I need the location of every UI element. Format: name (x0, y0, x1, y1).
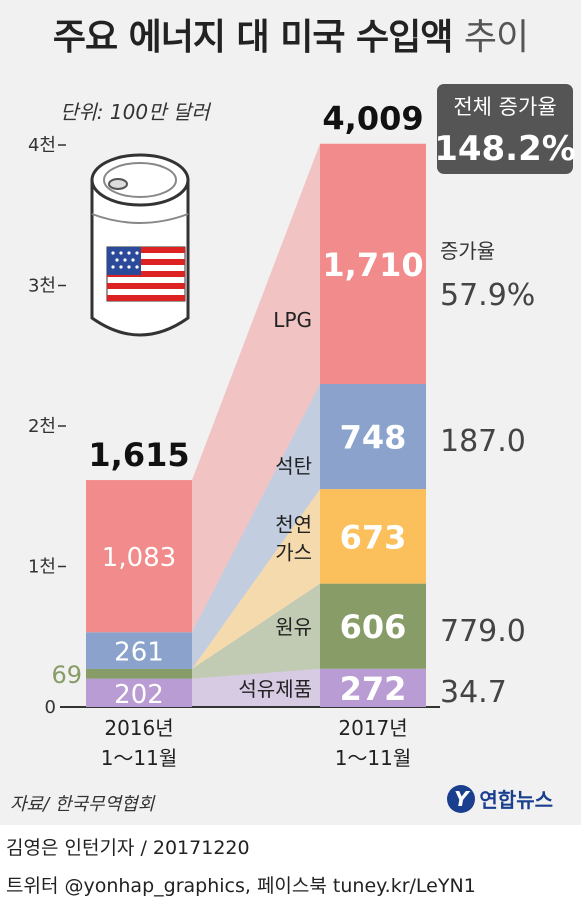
series-name-label: 원유 (275, 615, 312, 639)
growth-rate-label: 779.0 (440, 614, 526, 649)
source-note: 자료/ 한국무역협회 (10, 794, 155, 815)
connector-band (192, 668, 320, 707)
footer: 김영은 인턴기자 / 20171220 트위터 @yonhap_graphics… (0, 825, 581, 905)
footer-social: 트위터 @yonhap_graphics, 페이스북 tuney.kr/LeYN… (6, 875, 476, 897)
bar-value-label: 272 (340, 670, 407, 708)
bar-value-label: 202 (114, 680, 164, 710)
total-growth-label: 전체 증가율 (453, 95, 556, 119)
bar-total-label: 1,615 (88, 436, 189, 474)
connector-band (192, 489, 320, 669)
total-growth-value: 148.2% (434, 129, 576, 169)
category-label: 1～11월 (335, 746, 412, 770)
series-name-label: 천연 (275, 512, 312, 536)
bar-segment (320, 583, 426, 669)
connector-band (192, 583, 320, 679)
footer-reporter: 김영은 인턴기자 / 20171220 (6, 837, 250, 859)
growth-rate-label: 34.7 (440, 675, 507, 710)
bar-segment (86, 668, 192, 679)
bar-value-label: 748 (340, 419, 407, 457)
category-label: 2017년 (338, 716, 407, 740)
bar-value-label: 1,083 (102, 543, 176, 573)
us-flag-icon (106, 246, 186, 302)
category-label: 1～11월 (101, 746, 178, 770)
page-title: 주요 에너지 대 미국 수입액 추이 (0, 8, 581, 60)
yonhap-logo: Y 연합뉴스 (447, 784, 553, 813)
y-tick-label: 1천 (28, 557, 56, 578)
bar-value-label: 606 (340, 608, 407, 646)
growth-rate-label: 187.0 (440, 424, 526, 459)
growth-rate-label: 57.9% (440, 278, 535, 313)
bar-value-label: 69 (51, 661, 82, 689)
bar-value-label: 1,710 (322, 246, 423, 284)
y-tick-label: 4천 (28, 135, 56, 156)
series-name-label: LPG (273, 308, 312, 332)
bar-value-label: 261 (114, 638, 164, 668)
yonhap-logo-icon: Y (447, 784, 476, 813)
oil-barrel-icon (90, 153, 190, 337)
yonhap-logo-text: 연합뉴스 (479, 788, 553, 812)
series-name-label: 석탄 (275, 454, 312, 478)
unit-label: 단위: 100만 달러 (60, 100, 211, 124)
bar-segment (320, 143, 426, 384)
bar-segment (320, 489, 426, 584)
bar-total-label: 4,009 (322, 100, 423, 138)
category-label: 2016년 (104, 716, 173, 740)
bar-segment (320, 668, 426, 707)
bar-value-label: 673 (340, 518, 407, 556)
connector-band (192, 383, 320, 669)
bar-segment (86, 678, 192, 707)
connector-band (192, 143, 320, 633)
bar-segment (86, 480, 192, 633)
bar-segment (320, 383, 426, 490)
series-name-label: 가스 (275, 540, 312, 564)
title-suffix: 추이 (463, 17, 529, 58)
growth-header: 증가율 (440, 239, 495, 263)
y-tick-label: 0 (45, 697, 56, 718)
title-main: 주요 에너지 대 미국 수입액 (52, 17, 453, 58)
total-growth-box (437, 84, 573, 174)
bar-segment (86, 632, 192, 669)
y-tick-label: 2천 (28, 416, 56, 437)
y-tick-label: 3천 (28, 276, 56, 297)
series-name-label: 석유제품 (238, 677, 312, 701)
